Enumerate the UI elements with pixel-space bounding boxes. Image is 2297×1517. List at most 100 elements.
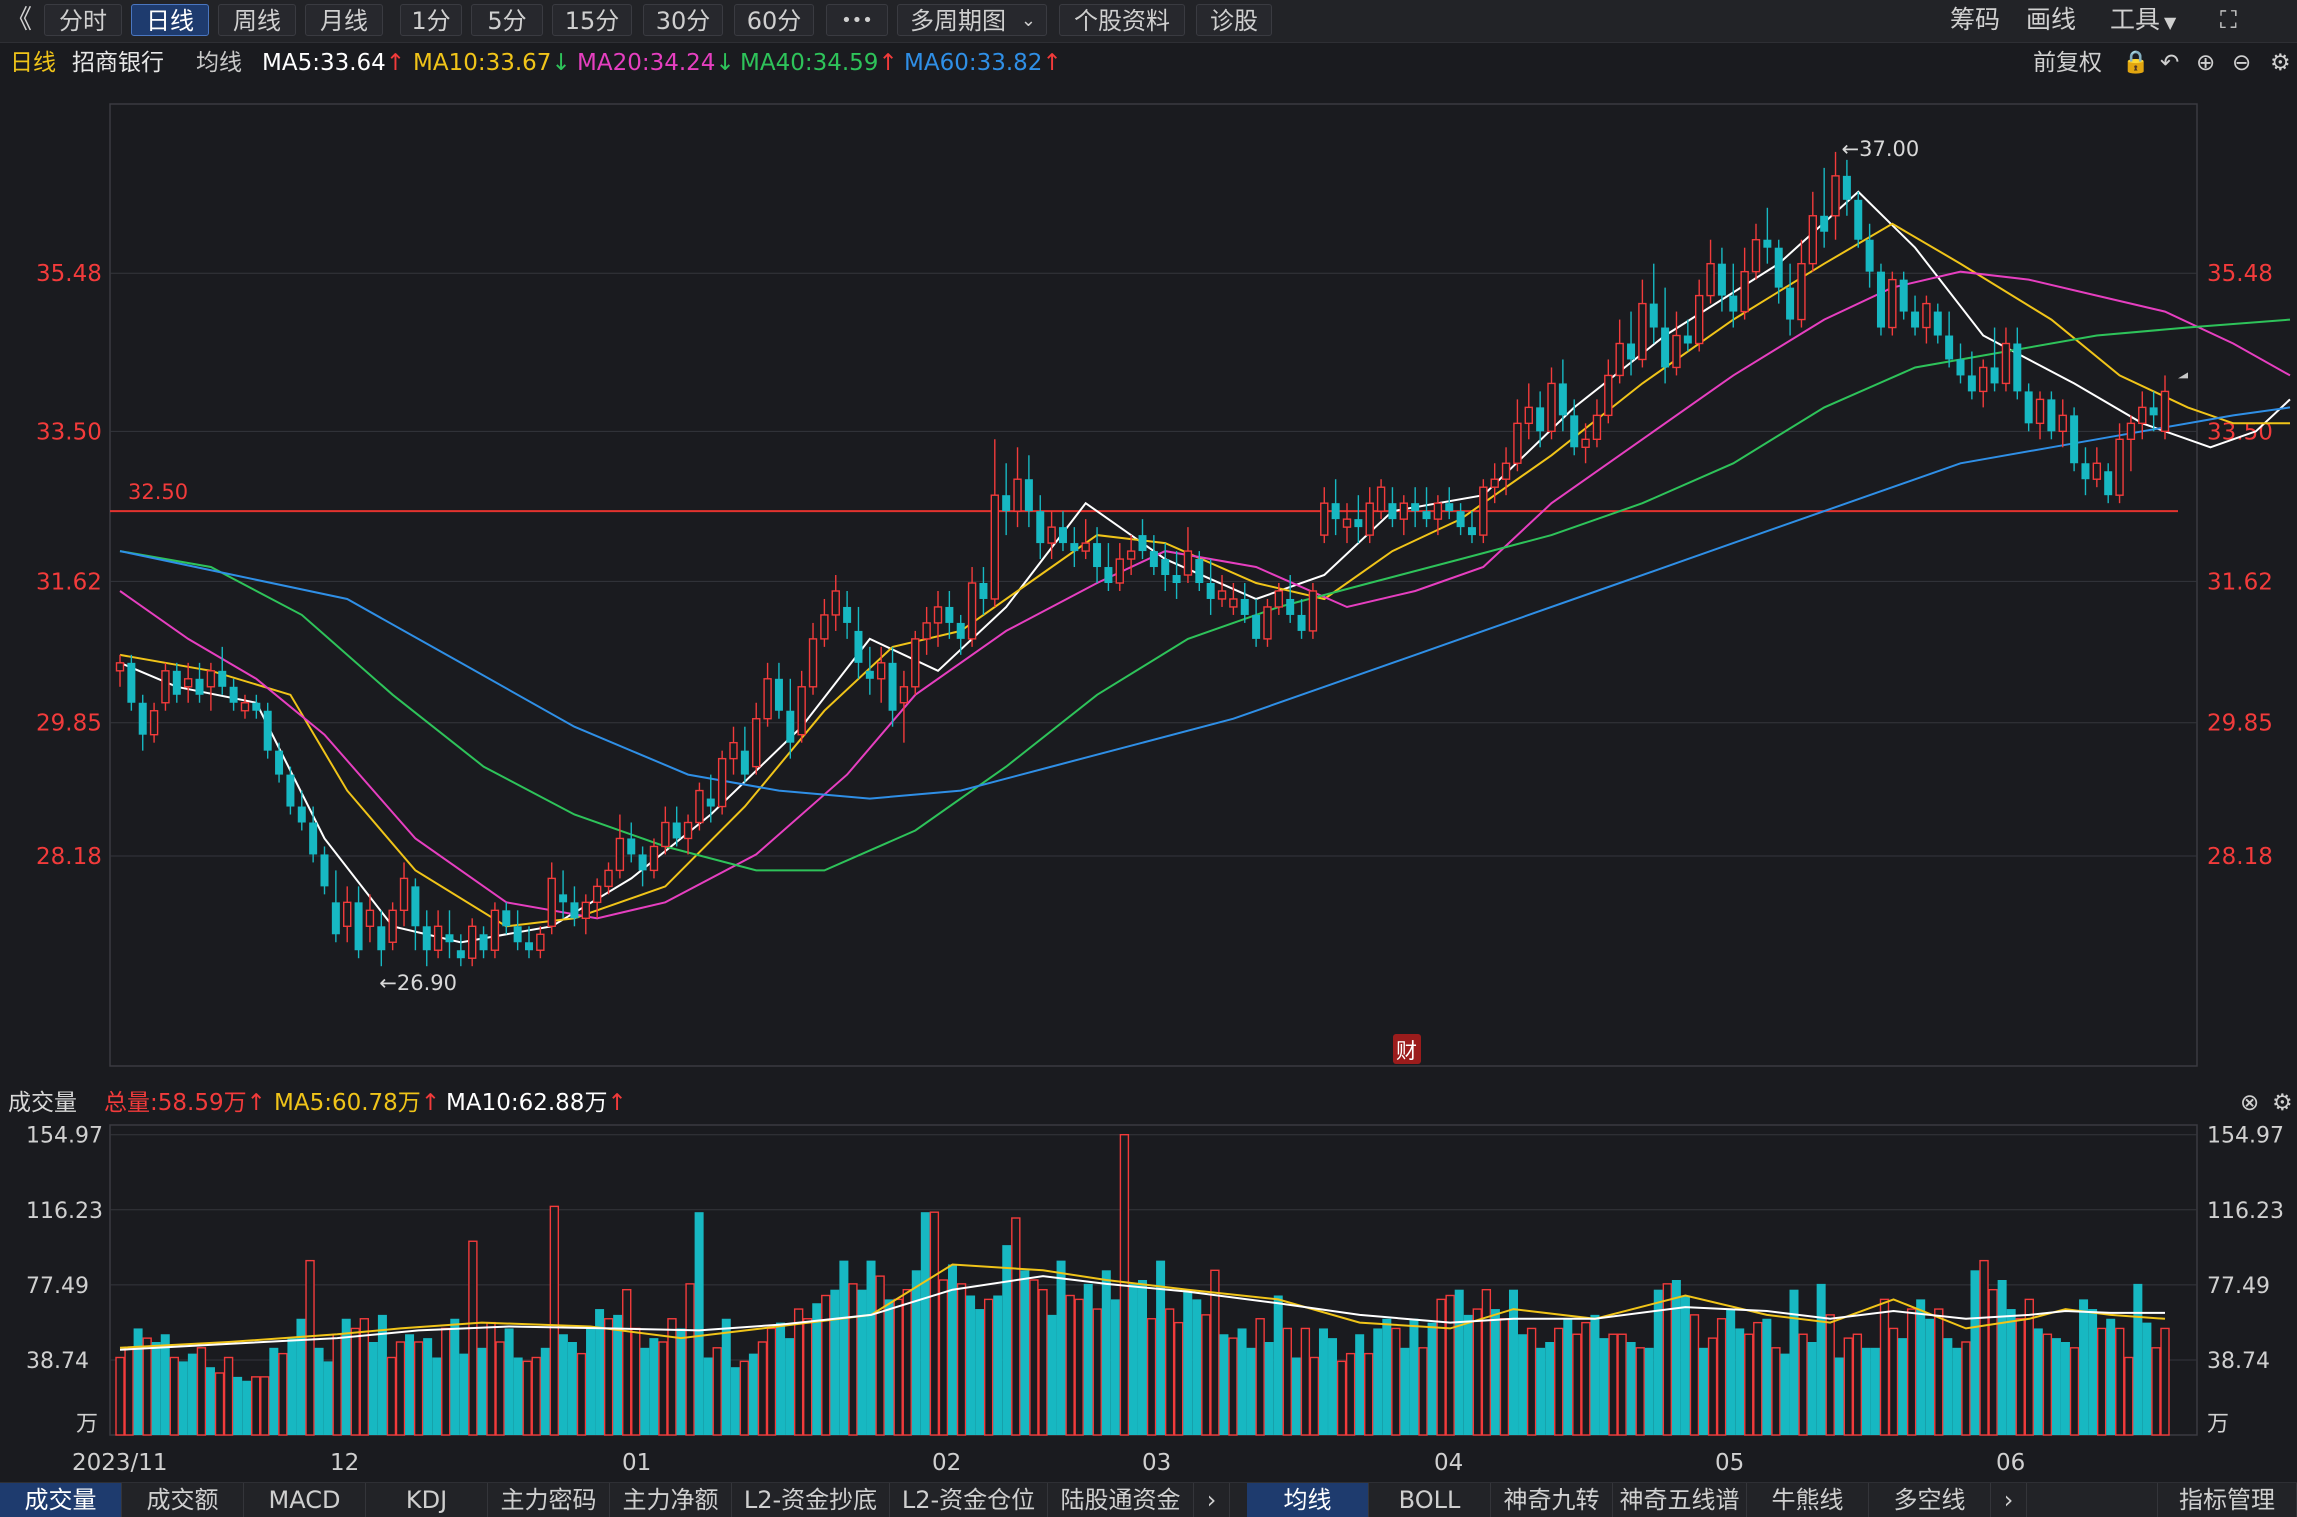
lock-icon[interactable]: 🔒 [2122,50,2150,75]
indicator-manage-button[interactable]: 指标管理 [2157,1483,2297,1517]
tab-five-lines[interactable]: 神奇五线谱 [1613,1483,1747,1517]
period-tab-15min[interactable]: 15分 [552,4,632,36]
period-tab-1min[interactable]: 1分 [400,4,462,36]
fullscreen-icon[interactable]: ⛶ [2220,6,2237,34]
candle [1126,535,1136,576]
candle-body [706,798,715,807]
candle-body [1501,462,1511,480]
collapse-icon[interactable]: 《 [6,5,33,35]
stock-profile-button[interactable]: 个股资料 [1059,4,1185,36]
ma40-value: MA40:34.59↑ [740,50,898,76]
candle-body [1740,270,1749,313]
volume-bar [884,1299,894,1435]
tab-macd[interactable]: MACD [244,1483,366,1517]
volume-bar [522,1360,532,1436]
volume-bar [993,1295,1003,1435]
tab-hk-connect[interactable]: 陆股通资金 [1048,1483,1194,1517]
candle-body [1979,366,1988,393]
volume-bar [1671,1280,1681,1435]
candle-body [1331,503,1340,520]
tab-l2-bottom[interactable]: L2-资金抄底 [732,1483,890,1517]
period-tab-60min[interactable]: 60分 [734,4,814,36]
tab-td-nine[interactable]: 神奇九转 [1491,1483,1613,1517]
zoom-out-icon[interactable]: ⊖ [2232,50,2252,76]
candle-body [922,622,931,640]
period-tab-30min[interactable]: 30分 [643,4,723,36]
volume-bar [459,1353,469,1435]
xaxis-date-label: 04 [1434,1450,1463,1476]
candle-body [229,686,238,703]
candle [1683,319,1692,352]
candle-body [1093,543,1102,568]
volume-unit-left: 万 [76,1412,98,1437]
tab-turnover[interactable]: 成交额 [122,1483,244,1517]
zoom-in-icon[interactable]: ⊕ [2196,50,2216,76]
tab-volume[interactable]: 成交量 [0,1483,122,1517]
ma-label[interactable]: 均线 [196,50,242,76]
price-ytick-left: 31.62 [36,569,102,595]
candle [1945,311,1954,368]
volume-bar [1780,1353,1790,1435]
volume-ma10: MA10:62.88万↑ [446,1090,627,1116]
overlay-next-icon[interactable]: › [1991,1483,2027,1517]
volume-bar [2015,1318,2025,1436]
volume-bar [305,1259,315,1436]
xaxis-date-label: 2023/11 [72,1450,168,1476]
draw-line-button[interactable]: 画线 [2026,5,2077,34]
adjust-mode[interactable]: 前复权 [2033,50,2102,76]
period-tab-5min[interactable]: 5分 [471,4,543,36]
volume-bar [1183,1289,1193,1435]
period-tab-weekly[interactable]: 周线 [218,4,296,36]
candle [967,567,977,647]
diagnose-button[interactable]: 诊股 [1196,4,1272,36]
candle [1717,247,1726,312]
volume-bar [1445,1294,1455,1436]
tab-ma-overlay[interactable]: 均线 [1247,1483,1369,1517]
candle-body [1763,239,1772,248]
settings-icon[interactable]: ⚙ [2270,50,2291,76]
tab-long-short[interactable]: 多空线 [1869,1483,1991,1517]
tab-main-force-net[interactable]: 主力净额 [610,1483,732,1517]
ma5-line [119,190,2291,944]
tab-bull-bear[interactable]: 牛熊线 [1747,1483,1869,1517]
candle-body [1013,478,1022,512]
period-tab-fenshi[interactable]: 分时 [44,4,122,36]
volume-bar [1364,1352,1374,1436]
candle-body [2081,463,2090,480]
candle [1286,575,1295,623]
candle [377,910,386,967]
undo-icon[interactable]: ↶ [2160,50,2180,76]
volume-bar [2160,1327,2170,1436]
close-icon[interactable]: ⊗ [2240,1090,2260,1116]
more-periods-button[interactable]: ••• [826,4,888,36]
tab-l2-position[interactable]: L2-资金仓位 [890,1483,1048,1517]
stock-name[interactable]: 招商银行 [72,50,164,76]
candle-body [297,806,306,823]
volume-bar [1454,1289,1464,1435]
period-tab-monthly[interactable]: 月线 [305,4,383,36]
candle-body [2013,343,2022,392]
xaxis-date-label: 02 [932,1450,961,1476]
volume-bar [1490,1309,1500,1435]
tab-main-force-code[interactable]: 主力密码 [488,1483,610,1517]
tab-kdj[interactable]: KDJ [366,1483,488,1517]
candle [627,822,636,863]
tools-menu[interactable]: 工具 ▼ [2110,4,2176,36]
volume-bar [1536,1347,1546,1435]
volume-settings-icon[interactable]: ⚙ [2272,1090,2293,1116]
volume-bar [359,1318,370,1436]
tabs-next-icon[interactable]: › [1194,1483,1230,1517]
candle-body [2126,422,2136,441]
volume-bar [495,1341,505,1436]
candle [1388,487,1397,528]
tab-boll[interactable]: BOLL [1369,1483,1491,1517]
multi-period-dropdown[interactable]: 多周期图 ⌄ [897,4,1047,36]
candle [320,846,329,895]
volume-bar [432,1357,442,1435]
chips-button[interactable]: 筹码 [1950,5,2001,34]
candle [263,702,272,759]
candle [1888,271,1897,336]
period-tab-daily[interactable]: 日线 [131,4,209,36]
candle [422,910,431,967]
